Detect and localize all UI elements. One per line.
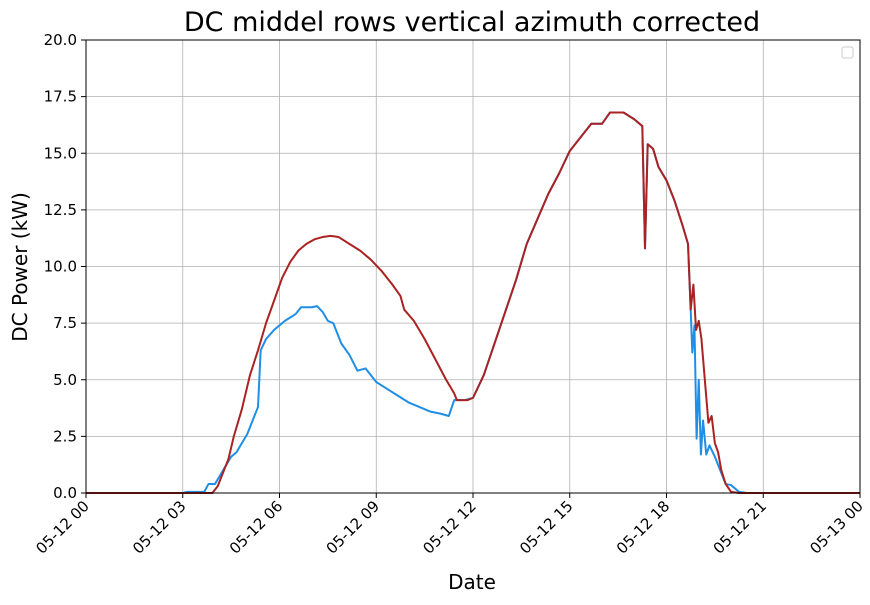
series-layer <box>86 111 860 494</box>
y-axis: 0.0 2.5 5.0 7.5 10.0 12.5 15.0 17.5 20.0 <box>44 31 86 502</box>
legend-box <box>841 46 854 59</box>
x-axis-label: Date <box>448 570 496 594</box>
y-tick-label: 15.0 <box>44 144 77 162</box>
y-tick-label: 5.0 <box>53 371 77 389</box>
y-axis-label: DC Power (kW) <box>8 192 32 342</box>
y-tick-label: 0.0 <box>53 484 77 502</box>
y-tick-label: 2.5 <box>53 427 77 445</box>
chart-title: DC middel rows vertical azimuth correcte… <box>184 7 760 38</box>
y-tick-label: 12.5 <box>44 201 77 219</box>
y-tick-label: 7.5 <box>53 314 77 332</box>
y-tick-label: 10.0 <box>44 258 77 276</box>
y-tick-label: 20.0 <box>44 31 77 49</box>
series-line-2 <box>86 111 860 494</box>
y-tick-label: 17.5 <box>44 88 77 106</box>
